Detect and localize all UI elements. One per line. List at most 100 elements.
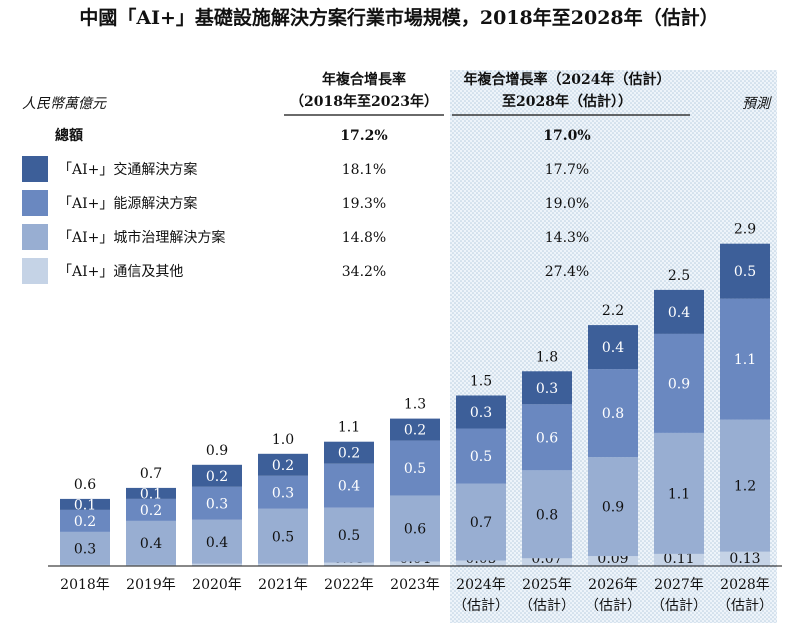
x-tick-label: 2023年 — [390, 577, 440, 593]
bar-segment — [588, 556, 638, 566]
segment-value-label: 0.3 — [74, 541, 96, 557]
segment-value-label: 0.5 — [470, 449, 492, 465]
bar-segment — [126, 520, 176, 565]
segment-value-label: 0.2 — [206, 469, 228, 485]
segment-value-label: 0.1 — [140, 486, 162, 502]
bar-segment — [390, 418, 440, 441]
x-axis-labels: 2018年 2019年 2020年 2021年 2022年 2023年 2024年 （估計） 2… — [60, 577, 773, 614]
x-tick-label: 2019年 — [126, 577, 176, 593]
bar-segment — [258, 508, 308, 564]
total-cagr-hist: 17.2% — [340, 128, 387, 144]
x-tick-label: 2021年 — [258, 577, 308, 593]
cagr-hist-header-line2: （2018年至2023年） — [290, 93, 438, 110]
cagr-hist-header-line1: 年複合增長率 — [322, 71, 406, 88]
legend-swatch — [22, 258, 48, 284]
segment-value-label: 0.9 — [668, 376, 690, 392]
legend-swatch — [22, 190, 48, 216]
x-tick-label: 2020年 — [192, 577, 242, 593]
legend-swatch — [22, 224, 48, 250]
segment-value-label: 0.1 — [74, 497, 96, 513]
segment-value-label: 0.13 — [729, 551, 760, 567]
total-cagr-fore: 17.0% — [543, 128, 590, 144]
bar-segment — [126, 564, 176, 566]
segment-value-label: 0.6 — [536, 430, 558, 446]
segment-value-label: 0.8 — [536, 507, 558, 523]
forecast-label: 預測 — [742, 96, 772, 112]
bar-segment — [654, 432, 704, 554]
legend-cagr-hist: 18.1% — [342, 162, 386, 178]
bar-segment — [192, 464, 242, 487]
bar-segment — [390, 495, 440, 562]
segment-value-label: 0.9 — [602, 500, 624, 516]
bar-segment — [192, 563, 242, 566]
total-value-label: 1.3 — [404, 397, 426, 413]
segment-value-label: 0.2 — [338, 446, 360, 462]
x-tick-sublabel: （估計） — [453, 598, 509, 614]
bar-segment — [456, 428, 506, 484]
legend: 「AI+」交通解決方案 18.1% 17.7% 「AI+」能源解決方案 19.3% 19.… — [22, 156, 589, 284]
bar-segment — [258, 563, 308, 566]
x-tick-label: 2027年 — [654, 577, 704, 593]
bar-segment — [60, 564, 110, 566]
segment-value-label: 0.3 — [206, 496, 228, 512]
x-tick-sublabel: （估計） — [519, 598, 575, 614]
segment-value-label: 0.4 — [668, 305, 690, 321]
total-value-label: 1.0 — [272, 432, 294, 448]
legend-cagr-fore: 27.4% — [545, 264, 589, 280]
legend-cagr-hist: 19.3% — [342, 196, 386, 212]
total-value-label: 0.9 — [206, 443, 228, 459]
legend-cagr-hist: 14.8% — [342, 230, 386, 246]
total-value-label: 1.5 — [470, 374, 492, 390]
legend-cagr-hist: 34.2% — [342, 264, 386, 280]
bar-segment — [654, 553, 704, 566]
segment-value-label: 0.2 — [74, 514, 96, 530]
bar-segment — [324, 441, 374, 464]
segment-value-label: 0.11 — [663, 551, 694, 567]
legend-label: 「AI+」能源解決方案 — [58, 195, 197, 212]
legend-label: 「AI+」城市治理解決方案 — [58, 229, 225, 246]
segment-value-label: 0.2 — [140, 503, 162, 519]
total-value-label: 0.7 — [140, 466, 162, 482]
bar-segment — [258, 475, 308, 509]
bar-segment — [324, 463, 374, 508]
segment-value-label: 1.1 — [668, 486, 690, 502]
legend-swatch — [22, 156, 48, 182]
total-value-label: 0.6 — [74, 477, 96, 493]
bar-segment — [126, 487, 176, 499]
total-value-label: 1.1 — [338, 420, 360, 436]
bar-segment — [126, 498, 176, 521]
x-tick-sublabel: （估計） — [585, 598, 641, 614]
bar-segment — [192, 519, 242, 564]
segment-value-label: 0.2 — [404, 423, 426, 439]
x-tick-label: 2026年 — [588, 577, 638, 593]
bar-segment — [60, 509, 110, 532]
bar-segment — [720, 419, 770, 552]
bars: 0.010.30.20.10.60.010.40.20.10.70.020.40… — [60, 222, 770, 567]
bar-segment — [522, 404, 572, 471]
bar-segment — [588, 369, 638, 458]
legend-cagr-fore: 19.0% — [545, 196, 589, 212]
bar-segment — [324, 562, 374, 566]
bar-segment — [390, 440, 440, 496]
bar-segment — [654, 289, 704, 334]
segment-value-label: 0.4 — [338, 479, 360, 495]
total-value-label: 1.8 — [536, 349, 558, 365]
segment-value-label: 0.3 — [470, 405, 492, 421]
segment-value-label: 0.5 — [338, 528, 360, 544]
x-tick-label: 2028年 — [720, 577, 770, 593]
bar-segment — [390, 561, 440, 566]
bar-segment — [60, 531, 110, 565]
total-value-label: 2.9 — [734, 222, 756, 238]
bar-segment — [456, 395, 506, 429]
segment-value-label: 1.2 — [734, 479, 756, 495]
bar-segment — [522, 558, 572, 566]
cagr-fore-header-line2: 至2028年（估計）） — [502, 93, 632, 110]
x-tick-label: 2018年 — [60, 577, 110, 593]
segment-value-label: 0.5 — [272, 529, 294, 545]
bar-segment — [456, 483, 506, 561]
segment-value-label: 0.5 — [404, 461, 426, 477]
x-tick-label: 2022年 — [324, 577, 374, 593]
bar-segment — [522, 470, 572, 559]
